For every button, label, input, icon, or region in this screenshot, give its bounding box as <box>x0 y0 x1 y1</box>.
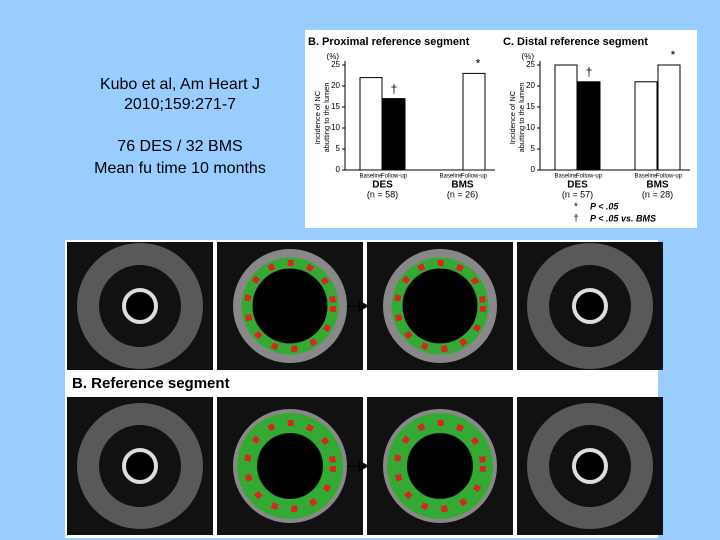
y-tick-label: 15 <box>331 102 340 111</box>
significance-marker: † <box>391 82 398 96</box>
group-n: (n = 26) <box>447 189 478 199</box>
group-label: DES <box>372 180 393 191</box>
x-tick-label: Baseline <box>554 174 578 180</box>
y-axis-label: abutting to the lumen <box>517 82 526 152</box>
group-n: (n = 57) <box>562 189 593 199</box>
significance-marker: * <box>476 57 481 71</box>
arrow <box>347 300 370 312</box>
x-tick-label: Follow-up <box>381 174 408 180</box>
chart-title: B. Proximal reference segment <box>308 36 470 48</box>
group-n: (n = 28) <box>642 189 673 199</box>
bar <box>462 72 486 171</box>
y-axis-label: Incidence of NC <box>508 90 517 144</box>
lumen <box>408 434 472 498</box>
necrotic-core <box>244 420 336 512</box>
y-tick-label: 25 <box>331 60 340 69</box>
chart-title: C. Distal reference segment <box>503 36 648 48</box>
x-tick-label: Follow-up <box>576 174 603 180</box>
y-axis-label: abutting to the lumen <box>322 82 331 152</box>
y-tick-label: 20 <box>331 81 340 90</box>
y-tick-label: 0 <box>531 165 536 174</box>
follow-up-time: Mean fu time 10 months <box>94 160 266 177</box>
legend-text: P < .05 vs. BMS <box>590 213 656 223</box>
significance-marker: † <box>586 65 593 79</box>
y-tick-label: 15 <box>526 102 535 111</box>
y-tick-label: 10 <box>331 123 340 132</box>
y-tick-label: 0 <box>336 165 341 174</box>
lumen <box>258 434 322 498</box>
x-tick-label: Baseline <box>359 174 383 180</box>
bar <box>577 81 601 171</box>
y-axis-label: Incidence of NC <box>313 90 322 144</box>
bar <box>359 77 383 171</box>
legend-symbol: * <box>574 202 578 213</box>
media-ring <box>383 249 497 363</box>
lumen <box>403 269 477 343</box>
catheter <box>572 448 608 484</box>
x-tick-label: Baseline <box>439 174 463 180</box>
citation-line: 2010;159:271-7 <box>124 96 236 113</box>
y-unit: (%) <box>327 52 340 61</box>
bar <box>657 64 681 171</box>
vessel-ring <box>77 403 203 529</box>
vessel-ring <box>527 403 653 529</box>
necrotic-core <box>244 260 336 352</box>
group-label: BMS <box>451 180 474 191</box>
bar <box>554 64 578 171</box>
y-tick-label: 10 <box>526 123 535 132</box>
y-tick-label: 20 <box>526 81 535 90</box>
x-tick-label: Follow-up <box>656 174 683 180</box>
ivus-images <box>67 242 663 535</box>
catheter <box>122 288 158 324</box>
necrotic-core <box>394 420 486 512</box>
significance-marker: * <box>671 48 676 62</box>
media-ring <box>233 249 347 363</box>
group-label: BMS <box>646 180 669 191</box>
citation-line: Kubo et al, Am Heart J <box>100 76 260 93</box>
y-tick-label: 25 <box>526 60 535 69</box>
group-label: DES <box>567 180 588 191</box>
catheter <box>122 448 158 484</box>
catheter <box>572 288 608 324</box>
legend-symbol: † <box>573 214 579 225</box>
bar <box>634 81 658 171</box>
y-unit: (%) <box>522 52 535 61</box>
bar <box>382 98 406 171</box>
x-tick-label: Follow-up <box>461 174 488 180</box>
y-tick-label: 5 <box>531 144 536 153</box>
vessel-ring <box>527 243 653 369</box>
study-design: 76 DES / 32 BMS <box>117 138 242 155</box>
legend-text: P < .05 <box>590 201 619 211</box>
y-tick-label: 5 <box>336 144 341 153</box>
arrow <box>347 460 370 472</box>
ivus-label: B. Reference segment <box>72 375 230 392</box>
lumen <box>253 269 327 343</box>
vessel-ring <box>77 243 203 369</box>
group-n: (n = 58) <box>367 189 398 199</box>
x-tick-label: Baseline <box>634 174 658 180</box>
necrotic-core <box>394 260 486 352</box>
